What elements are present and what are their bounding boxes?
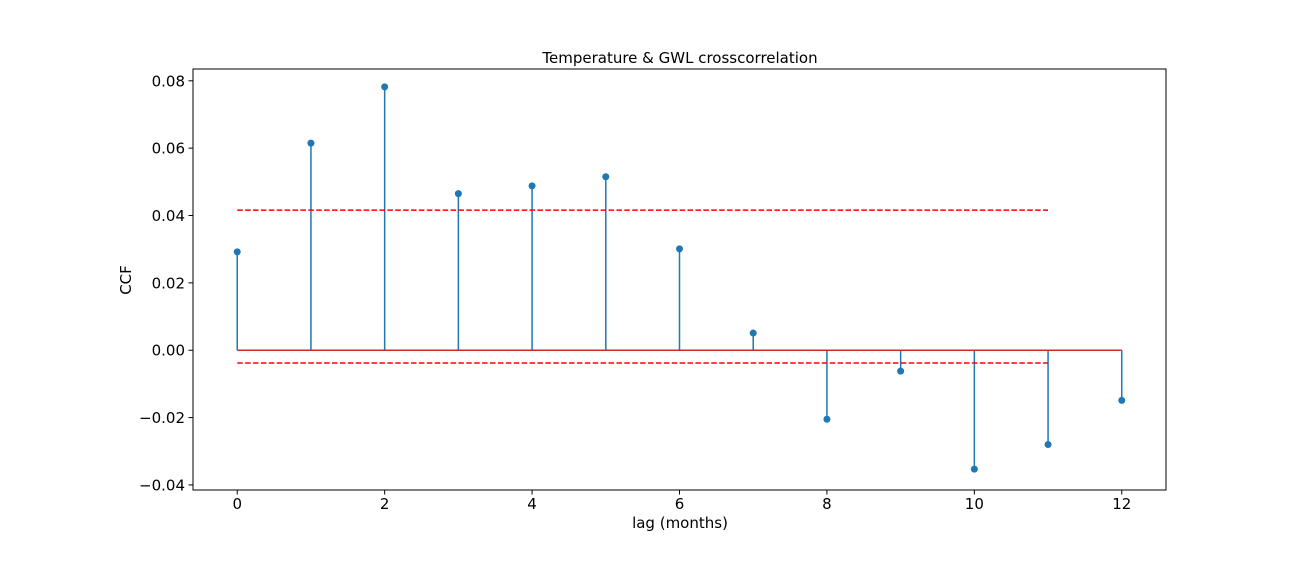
y-tick-label: 0.04: [152, 207, 185, 225]
stem-marker-4: [528, 182, 536, 190]
stem-marker-10: [970, 465, 978, 473]
x-axis-label: lag (months): [632, 514, 728, 532]
x-tick-label: 2: [380, 495, 390, 513]
y-tick-label: 0.00: [152, 342, 185, 360]
stem-marker-8: [823, 415, 831, 423]
chart-title: Temperature & GWL crosscorrelation: [541, 49, 817, 67]
x-tick-label: 10: [965, 495, 984, 513]
y-tick-label: −0.04: [139, 476, 185, 494]
stem-marker-5: [602, 173, 610, 181]
y-axis: −0.04 −0.02 0.00 0.02 0.04 0.06 0.08: [139, 72, 193, 494]
stem-marker-12: [1118, 396, 1126, 404]
x-axis: 0 2 4 6 8 10 12: [232, 490, 1131, 513]
stem-marker-0: [233, 248, 241, 256]
stem-marker-1: [307, 139, 315, 147]
x-tick-label: 4: [527, 495, 537, 513]
stem-marker-3: [454, 190, 462, 198]
x-tick-label: 0: [232, 495, 242, 513]
plot-area: [233, 83, 1126, 473]
x-tick-label: 12: [1112, 495, 1131, 513]
stem-marker-9: [897, 367, 905, 375]
y-axis-label: CCF: [117, 265, 135, 295]
y-tick-label: 0.06: [152, 140, 185, 158]
stem-marker-6: [676, 245, 683, 253]
y-tick-label: 0.08: [152, 72, 185, 90]
x-tick-label: 6: [675, 495, 685, 513]
stem-marker-11: [1044, 441, 1052, 449]
stem-marker-7: [749, 329, 757, 337]
x-tick-label: 8: [822, 495, 832, 513]
y-tick-label: −0.02: [139, 409, 185, 427]
stem-marker-2: [381, 83, 389, 91]
y-tick-label: 0.02: [152, 274, 185, 292]
